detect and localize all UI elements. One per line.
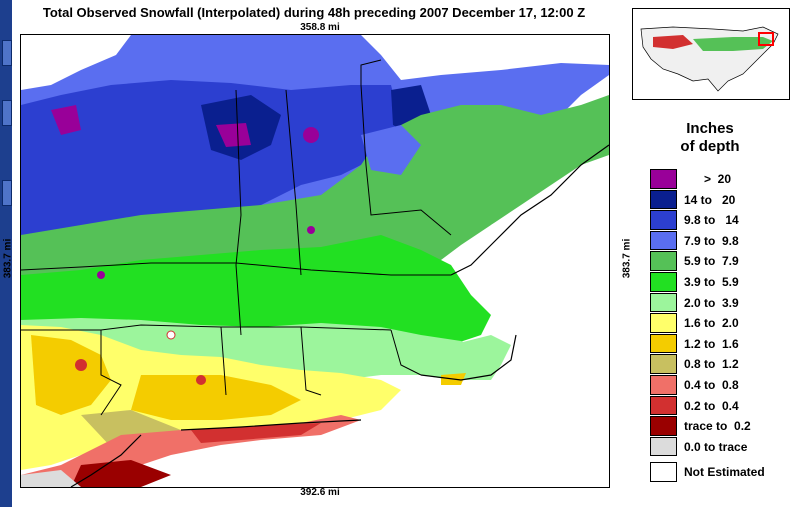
legend-row: 1.2 to 1.6 bbox=[650, 333, 780, 355]
snowfall-map-svg bbox=[21, 35, 609, 487]
legend-swatch bbox=[650, 313, 677, 333]
legend-row: 1.6 to 2.0 bbox=[650, 313, 780, 334]
legend-swatch-not-estimated bbox=[650, 462, 677, 482]
legend-title: Inches of depth bbox=[640, 120, 780, 156]
region-unestimated-nw bbox=[21, 35, 131, 90]
snowfall-map[interactable] bbox=[20, 34, 610, 488]
legend-label: 14 to 20 bbox=[684, 192, 736, 207]
legend-swatch bbox=[650, 189, 677, 210]
legend-row: 3.9 to 5.9 bbox=[650, 271, 780, 293]
legend-row: 9.8 to 14 bbox=[650, 210, 780, 231]
legend-row: 7.9 to 9.8 bbox=[650, 230, 780, 252]
locator-inset-map[interactable] bbox=[632, 8, 790, 100]
legend-label: 5.9 to 7.9 bbox=[684, 254, 739, 269]
window-frame-strip bbox=[0, 0, 12, 507]
legend-label: 9.8 to 14 bbox=[684, 213, 739, 228]
width-label-top: 358.8 mi bbox=[300, 22, 340, 33]
legend-label: 0.4 to 0.8 bbox=[684, 377, 739, 392]
legend-label: > 20 bbox=[684, 172, 732, 186]
legend-swatch bbox=[650, 374, 677, 395]
legend-swatch bbox=[650, 416, 677, 436]
legend-not-estimated: Not Estimated bbox=[650, 462, 780, 483]
region-purple-3 bbox=[303, 127, 319, 143]
legend-label: 7.9 to 9.8 bbox=[684, 233, 739, 248]
legend-swatch bbox=[650, 333, 677, 354]
legend-row: > 20 bbox=[650, 169, 780, 190]
ocean-gulf-of-maine bbox=[481, 165, 609, 345]
legend-label-not-estimated: Not Estimated bbox=[684, 465, 765, 479]
region-dark-blue bbox=[21, 80, 401, 250]
region-unestimated-ne bbox=[361, 35, 609, 80]
legend-row: 0.0 to trace bbox=[650, 436, 780, 458]
region-gray-sw bbox=[21, 470, 81, 487]
legend-swatch bbox=[650, 169, 677, 189]
legend-swatch bbox=[650, 436, 677, 457]
legend-label: 0.2 to 0.4 bbox=[684, 398, 739, 413]
inset-snow-red bbox=[653, 35, 693, 49]
legend-label: 1.6 to 2.0 bbox=[684, 316, 739, 331]
state-borders bbox=[21, 59, 452, 416]
region-purple-2 bbox=[216, 123, 251, 147]
legend-label: trace to 0.2 bbox=[684, 419, 751, 434]
inset-snow-band bbox=[693, 37, 773, 51]
legend-swatch bbox=[650, 271, 677, 292]
legend-row: 14 to 20 bbox=[650, 189, 780, 211]
legend-swatch bbox=[650, 230, 677, 251]
locator-inset-svg bbox=[633, 9, 789, 99]
region-gold-2 bbox=[131, 375, 301, 420]
region-gold bbox=[31, 335, 111, 415]
legend-swatch bbox=[650, 210, 677, 230]
height-label-right: 383.7 mi bbox=[621, 238, 633, 279]
legend-row: trace to 0.2 bbox=[650, 416, 780, 437]
map-title: Total Observed Snowfall (Interpolated) d… bbox=[42, 5, 586, 20]
legend-row: 0.4 to 0.8 bbox=[650, 374, 780, 396]
region-trace-red bbox=[71, 460, 171, 487]
region-blue-patch bbox=[361, 125, 421, 175]
legend-swatch bbox=[650, 354, 677, 374]
legend-label: 1.2 to 1.6 bbox=[684, 336, 739, 351]
region-cape bbox=[451, 335, 511, 365]
legend-title-line2: of depth bbox=[680, 138, 740, 155]
legend-row: 2.0 to 3.9 bbox=[650, 292, 780, 314]
legend-row: 0.2 to 0.4 bbox=[650, 395, 780, 417]
inset-focus-box bbox=[758, 32, 774, 46]
legend-label: 3.9 to 5.9 bbox=[684, 274, 739, 289]
legend-label: 0.0 to trace bbox=[684, 439, 748, 454]
legend-title-line1: Inches bbox=[686, 120, 734, 137]
legend-label: 0.8 to 1.2 bbox=[684, 357, 739, 372]
legend-swatch bbox=[650, 292, 677, 313]
region-purple-1 bbox=[51, 105, 81, 135]
legend: > 20 14 to 20 9.8 to 14 7.9 to 9.8 5.9 to 7.… bbox=[650, 169, 780, 457]
legend-label: 2.0 to 3.9 bbox=[684, 295, 739, 310]
hotspots bbox=[75, 226, 315, 385]
legend-row: 5.9 to 7.9 bbox=[650, 251, 780, 272]
height-label-left: 383.7 mi bbox=[2, 238, 14, 279]
legend-swatch bbox=[650, 395, 677, 416]
region-green-mid bbox=[21, 95, 609, 307]
legend-row: 0.8 to 1.2 bbox=[650, 354, 780, 375]
coastline bbox=[70, 144, 609, 487]
legend-swatch bbox=[650, 251, 677, 271]
width-label-bottom: 392.6 mi bbox=[300, 487, 340, 498]
ocean-southeast bbox=[361, 335, 609, 487]
